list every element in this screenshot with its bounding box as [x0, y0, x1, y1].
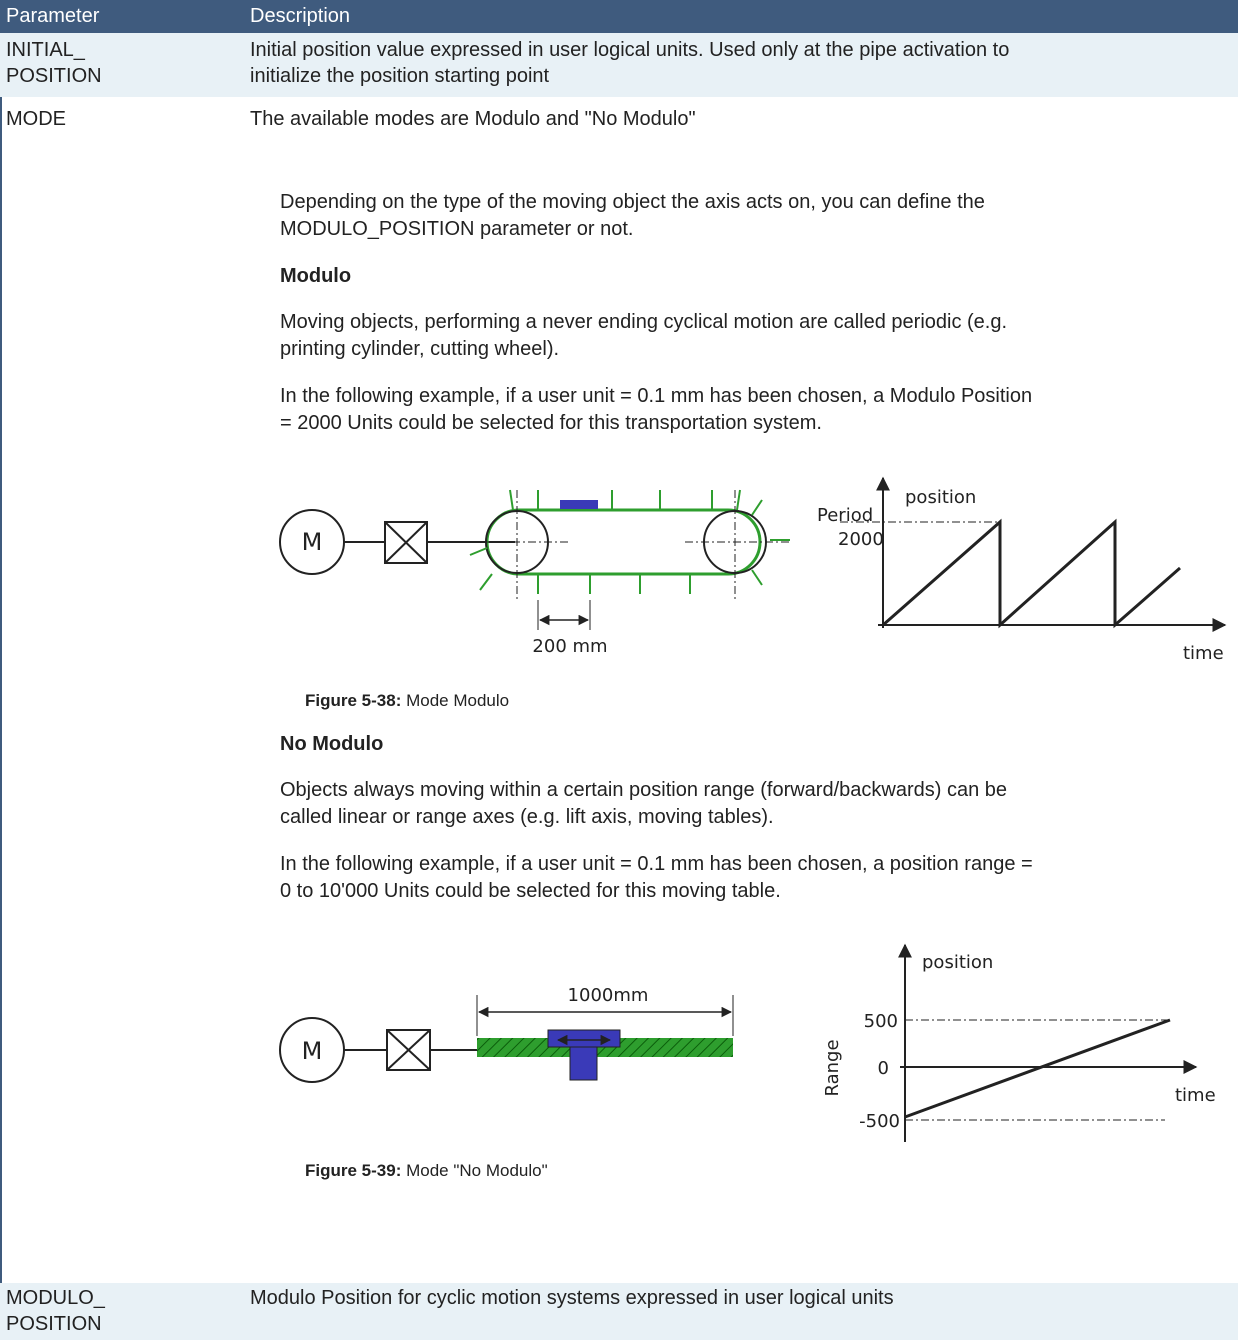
param: POSITION	[6, 1313, 102, 1335]
caption-text: Mode "No Modulo"	[406, 1161, 548, 1180]
text: printing cylinder, cutting wheel).	[280, 338, 560, 360]
param: MODE	[6, 108, 66, 130]
text: Moving objects, performing a never endin…	[280, 311, 1008, 333]
label: 0	[878, 1058, 889, 1079]
label: 2000	[838, 529, 884, 550]
param: INITIAL_	[6, 39, 85, 61]
header-cell: Parameter	[6, 5, 100, 27]
desc: initialize the position starting point	[250, 65, 550, 87]
label: 200 mm	[532, 636, 607, 657]
desc: Initial position value expressed in user…	[250, 39, 1010, 61]
text: MODULO_POSITION parameter or not.	[280, 218, 634, 240]
row-bg	[0, 1283, 1238, 1340]
label: 500	[864, 1011, 898, 1032]
caption: Figure 5-39: Mode "No Modulo"	[305, 1157, 548, 1184]
caption: Figure 5-38: Mode Modulo	[305, 687, 509, 714]
label: M	[302, 1037, 323, 1065]
param: POSITION	[6, 65, 102, 87]
label: time	[1175, 1085, 1216, 1106]
desc: The available modes are Modulo and "No M…	[250, 108, 696, 130]
heading: No Modulo	[280, 733, 384, 755]
label: M	[302, 528, 323, 556]
label: Period	[817, 505, 873, 526]
header-cell: Description	[250, 5, 351, 27]
heading: Modulo	[280, 265, 352, 287]
text: 0 to 10'000 Units could be selected for …	[280, 880, 781, 902]
text: = 2000 Units could be selected for this …	[280, 412, 822, 434]
caption-label: Figure 5-38:	[305, 691, 402, 710]
param: MODULO_	[6, 1287, 105, 1309]
row-bg	[0, 33, 1238, 97]
caption-label: Figure 5-39:	[305, 1161, 402, 1180]
text: called linear or range axes (e.g. lift a…	[280, 806, 774, 828]
label: position	[922, 952, 993, 973]
label: Range	[822, 1039, 843, 1096]
label: 1000mm	[568, 985, 649, 1006]
header-row	[0, 0, 1238, 33]
border	[0, 97, 2, 1283]
figure-no-modulo	[279, 943, 1198, 1142]
text: In the following example, if a user unit…	[280, 385, 1033, 407]
label: position	[905, 487, 976, 508]
text: Depending on the type of the moving obje…	[280, 191, 985, 213]
label: -500	[859, 1111, 900, 1132]
figure-modulo	[279, 476, 1227, 632]
label: time	[1183, 643, 1224, 664]
desc: Modulo Position for cyclic motion system…	[250, 1287, 894, 1309]
text: Objects always moving within a certain p…	[280, 779, 1008, 801]
caption-text: Mode Modulo	[406, 691, 510, 710]
text: In the following example, if a user unit…	[280, 853, 1033, 875]
